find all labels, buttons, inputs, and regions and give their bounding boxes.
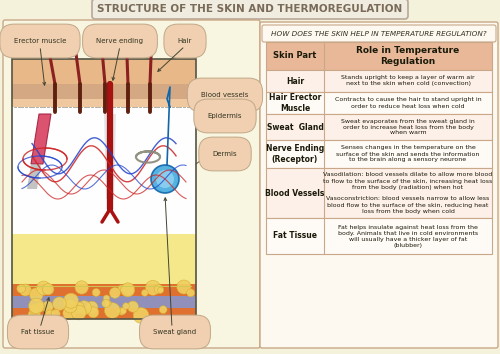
Circle shape xyxy=(73,302,84,313)
Text: Fat Tissue: Fat Tissue xyxy=(273,232,317,240)
Circle shape xyxy=(75,281,88,294)
Circle shape xyxy=(88,307,99,318)
Text: Sweat evaporates from the sweat gland in
order to increase heat loss from the bo: Sweat evaporates from the sweat gland in… xyxy=(341,119,475,136)
Text: Erector muscle: Erector muscle xyxy=(14,38,66,44)
Text: Blood Vessels: Blood Vessels xyxy=(266,188,324,198)
Polygon shape xyxy=(27,164,41,189)
Text: Fat helps insulate against heat loss from the
body. Animals that live in cold en: Fat helps insulate against heat loss fro… xyxy=(338,224,478,247)
Text: Role in Temperature
Regulation: Role in Temperature Regulation xyxy=(356,46,460,66)
Text: Contracts to cause the hair to stand upright in
order to reduce heat loss when c: Contracts to cause the hair to stand upr… xyxy=(334,97,482,108)
Circle shape xyxy=(104,303,120,318)
Circle shape xyxy=(146,280,160,295)
Text: Fat tissue: Fat tissue xyxy=(22,329,54,335)
Circle shape xyxy=(30,304,40,314)
Circle shape xyxy=(118,285,125,292)
Circle shape xyxy=(28,309,40,321)
Circle shape xyxy=(63,307,76,320)
Circle shape xyxy=(133,308,149,323)
Text: STRUCTURE OF THE SKIN AND THERMOREGULATION: STRUCTURE OF THE SKIN AND THERMOREGULATI… xyxy=(98,4,403,14)
Text: Hair: Hair xyxy=(286,76,304,86)
Circle shape xyxy=(110,287,120,298)
FancyBboxPatch shape xyxy=(92,0,408,19)
Circle shape xyxy=(20,284,32,296)
Circle shape xyxy=(72,305,86,320)
Bar xyxy=(266,42,492,70)
Polygon shape xyxy=(12,84,196,99)
Bar xyxy=(266,92,492,114)
Circle shape xyxy=(92,289,100,296)
Circle shape xyxy=(64,299,77,313)
Bar xyxy=(266,218,492,254)
Bar xyxy=(266,114,492,140)
Text: Blood vessels: Blood vessels xyxy=(202,92,248,98)
Text: Senses changes in the temperature on the
surface of the skin and sends the infor: Senses changes in the temperature on the… xyxy=(336,145,480,162)
Circle shape xyxy=(35,302,44,312)
Circle shape xyxy=(52,309,60,318)
Polygon shape xyxy=(31,114,51,164)
Polygon shape xyxy=(12,107,196,234)
Polygon shape xyxy=(12,284,196,296)
Bar xyxy=(266,70,492,92)
Bar xyxy=(266,168,492,218)
Circle shape xyxy=(120,283,135,297)
Circle shape xyxy=(36,281,51,295)
Circle shape xyxy=(42,301,54,313)
Circle shape xyxy=(142,290,148,296)
Circle shape xyxy=(177,280,191,294)
Polygon shape xyxy=(12,99,196,107)
Circle shape xyxy=(17,284,25,293)
Text: Hair: Hair xyxy=(178,38,192,44)
Circle shape xyxy=(128,301,138,312)
Text: Nerve Ending
(Receptor): Nerve Ending (Receptor) xyxy=(266,144,324,164)
Circle shape xyxy=(160,306,167,314)
Circle shape xyxy=(120,308,126,314)
Polygon shape xyxy=(12,308,196,319)
Polygon shape xyxy=(12,234,196,284)
Circle shape xyxy=(151,165,179,193)
Circle shape xyxy=(104,295,110,302)
Text: Sweat gland: Sweat gland xyxy=(154,329,196,335)
Circle shape xyxy=(156,170,174,188)
Text: Skin Part: Skin Part xyxy=(274,51,316,61)
Text: Stands upright to keep a layer of warm air
next to the skin when cold (convectio: Stands upright to keep a layer of warm a… xyxy=(341,75,475,86)
Circle shape xyxy=(102,299,110,308)
Text: Vasodilation: blood vessels dilate to allow more blood
to flow to the surface of: Vasodilation: blood vessels dilate to al… xyxy=(324,172,492,213)
Text: Sweat  Gland: Sweat Gland xyxy=(266,122,324,131)
Circle shape xyxy=(186,289,194,297)
Circle shape xyxy=(158,287,164,293)
Circle shape xyxy=(123,284,134,295)
Polygon shape xyxy=(12,59,196,84)
Bar xyxy=(266,140,492,168)
Circle shape xyxy=(122,303,130,309)
Polygon shape xyxy=(104,114,116,199)
Circle shape xyxy=(30,288,43,301)
Circle shape xyxy=(52,297,66,310)
Circle shape xyxy=(105,300,111,306)
Circle shape xyxy=(154,285,164,294)
Text: Epidermis: Epidermis xyxy=(208,113,242,119)
FancyBboxPatch shape xyxy=(262,25,496,42)
FancyBboxPatch shape xyxy=(3,20,260,348)
Circle shape xyxy=(36,289,44,295)
Text: HOW DOES THE SKIN HELP IN TEMPERATURE REGULATION?: HOW DOES THE SKIN HELP IN TEMPERATURE RE… xyxy=(271,30,487,36)
Circle shape xyxy=(77,301,92,315)
Text: Dermis: Dermis xyxy=(212,151,238,157)
Text: Nerve ending: Nerve ending xyxy=(96,38,144,44)
Text: Hair Erector
Muscle: Hair Erector Muscle xyxy=(269,93,321,113)
Circle shape xyxy=(46,310,54,319)
FancyBboxPatch shape xyxy=(260,22,498,348)
Circle shape xyxy=(28,298,44,314)
Circle shape xyxy=(118,308,126,315)
Circle shape xyxy=(86,301,98,313)
Circle shape xyxy=(64,293,78,308)
Polygon shape xyxy=(12,296,196,308)
Circle shape xyxy=(42,284,54,295)
